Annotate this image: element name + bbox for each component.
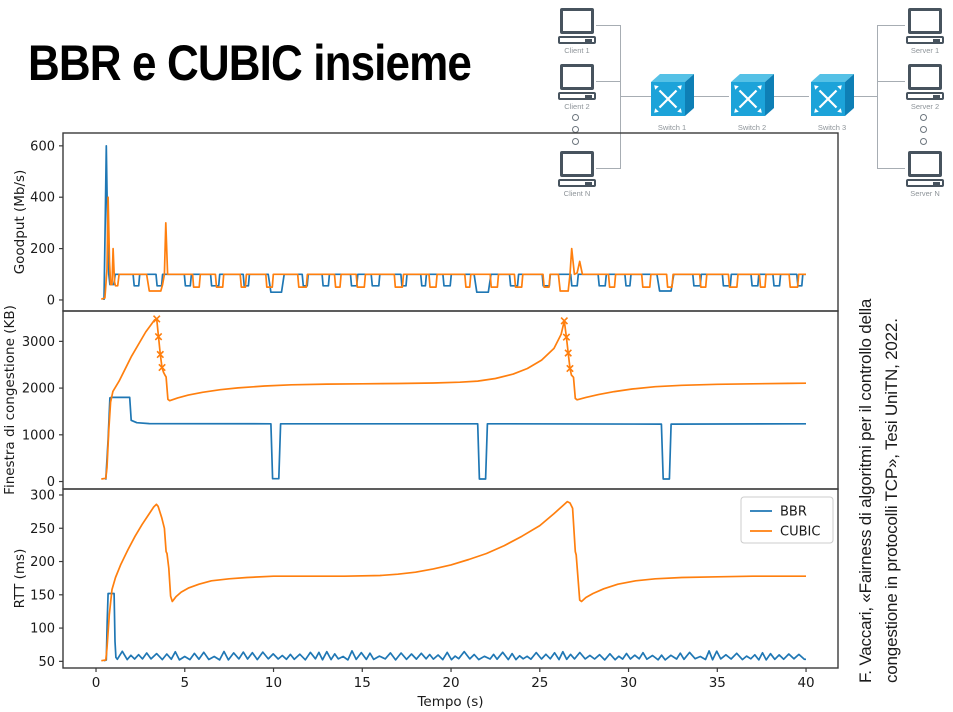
y-tick-label: 400 — [30, 191, 55, 206]
computer-base-icon — [558, 36, 596, 44]
x-tick-label: 20 — [442, 675, 459, 691]
switch-icon — [731, 74, 774, 116]
y-tick-label: 1000 — [22, 428, 55, 443]
connector-line — [620, 96, 652, 97]
connector-line — [877, 81, 905, 82]
connector-line — [596, 168, 621, 169]
ellipsis-dots-icon — [572, 114, 579, 150]
connector-line — [877, 168, 905, 169]
bbr-line-panel-1 — [104, 396, 807, 480]
ellipsis-dots-icon — [920, 114, 927, 150]
client-n-node: Client N — [555, 151, 599, 198]
client-label: Client 2 — [564, 102, 590, 111]
switch-2-node: Switch 2 — [729, 72, 775, 132]
legend-box — [740, 496, 834, 544]
x-axis-label: Tempo (s) — [416, 694, 483, 710]
cubic-line-panel-1 — [101, 318, 807, 480]
connector-line — [596, 81, 621, 82]
y-tick-label: 0 — [47, 293, 55, 308]
switch-3-node: Switch 3 — [809, 72, 855, 132]
panel-1-frame — [62, 310, 839, 490]
y-tick-label: 250 — [30, 522, 55, 537]
x-tick-label: 0 — [92, 675, 101, 691]
switch-icon — [811, 74, 854, 116]
y-axis-label: RTT (ms) — [12, 549, 28, 609]
loss-x-marker — [158, 363, 166, 372]
switch-label: Switch 2 — [737, 123, 767, 132]
switch-label: Switch 1 — [657, 123, 687, 132]
bbr-line-panel-2 — [103, 592, 806, 662]
loss-x-marker — [566, 364, 574, 373]
y-tick-label: 200 — [30, 242, 55, 257]
slide-title: BBR e CUBIC insieme — [28, 35, 472, 91]
server-label: Server 2 — [910, 102, 940, 111]
legend-label: BBR — [780, 505, 807, 520]
switch-label: Switch 3 — [817, 123, 847, 132]
x-tick-label: 10 — [265, 675, 282, 691]
server-label: Server N — [910, 189, 940, 198]
computer-base-icon — [558, 92, 596, 100]
loss-x-marker — [154, 332, 163, 341]
computer-base-icon — [906, 179, 944, 187]
x-tick-label: 35 — [709, 675, 726, 691]
server-2-node: Server 2 — [903, 64, 947, 111]
y-tick-label: 200 — [30, 555, 55, 570]
computer-icon — [560, 8, 594, 34]
client-label: Client 1 — [564, 46, 590, 55]
computer-icon — [560, 151, 594, 177]
client-1-node: Client 1 — [555, 8, 599, 55]
computer-base-icon — [906, 92, 944, 100]
y-axis-label: Goodput (Mb/s) — [12, 170, 28, 275]
y-tick-label: 3000 — [22, 335, 55, 350]
y-tick-label: 2000 — [22, 382, 55, 397]
y-tick-label: 600 — [30, 139, 55, 154]
switch-icon — [651, 74, 694, 116]
x-tick-label: 40 — [797, 675, 814, 691]
connector-line — [596, 25, 621, 26]
connector-line — [774, 96, 809, 97]
y-tick-label: 50 — [38, 655, 55, 670]
connector-line — [694, 96, 729, 97]
y-tick-label: 150 — [30, 588, 55, 603]
loss-x-marker — [156, 350, 165, 359]
loss-x-marker — [152, 315, 161, 323]
citation-line-2: congestione in protocolli TCP», Tesi Uni… — [882, 318, 901, 683]
computer-icon — [908, 8, 942, 34]
citation-line-1: F. Vaccari, «Fairness di algoritmi per i… — [856, 298, 875, 683]
server-bus-line — [877, 25, 878, 169]
switch-1-node: Switch 1 — [649, 72, 695, 132]
x-tick-label: 15 — [354, 675, 371, 691]
server-n-node: Server N — [903, 151, 947, 198]
cubic-line-panel-2 — [101, 500, 806, 662]
server-label: Server 1 — [910, 46, 940, 55]
loss-x-marker — [564, 349, 572, 357]
panel-2-frame — [62, 488, 839, 669]
loss-x-marker — [562, 333, 571, 341]
y-tick-label: 100 — [30, 622, 55, 637]
x-tick-label: 30 — [620, 675, 637, 691]
client-bus-line — [620, 25, 621, 169]
server-1-node: Server 1 — [903, 8, 947, 55]
x-tick-label: 5 — [180, 675, 189, 691]
computer-base-icon — [558, 179, 596, 187]
connector-line — [877, 25, 905, 26]
computer-icon — [560, 64, 594, 90]
y-axis-label: Finestra di congestione (KB) — [2, 305, 18, 495]
client-label: Client N — [563, 189, 591, 198]
y-tick-label: 0 — [47, 475, 55, 490]
loss-x-marker — [560, 317, 569, 325]
computer-icon — [908, 151, 942, 177]
x-tick-label: 25 — [531, 675, 548, 691]
citation-text: F. Vaccari, «Fairness di algoritmi per i… — [853, 173, 905, 683]
y-tick-label: 300 — [30, 488, 55, 503]
client-2-node: Client 2 — [555, 64, 599, 111]
connector-line — [854, 96, 877, 97]
legend-label: CUBIC — [780, 525, 820, 540]
computer-base-icon — [906, 36, 944, 44]
computer-icon — [908, 64, 942, 90]
